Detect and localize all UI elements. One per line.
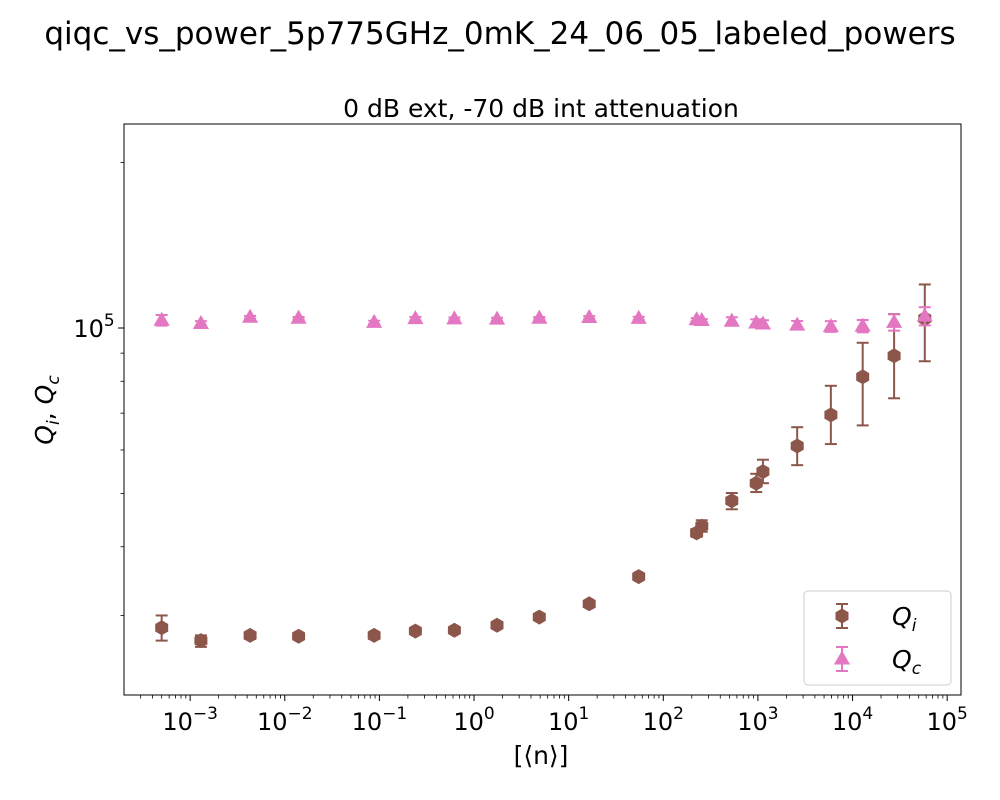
legend-label-subscript: c (912, 659, 922, 679)
x-tick-label-exp: 2 (673, 704, 684, 724)
data-point-i (756, 464, 770, 480)
data-point-i (532, 609, 546, 625)
x-tick-label-exp: −3 (193, 704, 218, 724)
data-point-i (887, 348, 901, 364)
legend-marker-i (835, 608, 849, 624)
figure-suptitle: qiqc_vs_power_5p775GHz_0mK_24_06_05_labe… (44, 16, 955, 52)
axes-frame (123, 123, 962, 696)
data-point-i (490, 617, 504, 633)
x-tick-label-exp: −2 (288, 704, 313, 724)
data-point-c (446, 310, 463, 325)
series-c (153, 306, 933, 334)
y-label-subscript: c (44, 375, 64, 385)
data-point-c (407, 310, 424, 325)
legend-label-symbol: Q (892, 645, 912, 674)
data-point-c (488, 310, 506, 325)
x-tick-label: 10−3 (162, 704, 218, 736)
x-tick-label: 101 (548, 704, 589, 736)
x-tick-label-base: 10 (548, 708, 579, 736)
legend-label-symbol: Q (892, 602, 912, 631)
x-tick-label-base: 10 (643, 708, 674, 736)
data-point-c (153, 311, 170, 326)
data-point-c (822, 318, 839, 333)
data-point-c (290, 309, 307, 324)
legend-label-subscript: i (912, 616, 917, 636)
data-point-c (854, 317, 871, 332)
x-tick-label: 103 (737, 704, 778, 736)
x-tick-label: 10−2 (257, 704, 313, 736)
series-i (155, 283, 932, 649)
data-point-i (824, 407, 838, 423)
y-label-symbol: Q (30, 425, 59, 445)
x-tick-label: 102 (643, 704, 684, 736)
data-point-c (581, 308, 598, 324)
data-point-i (749, 475, 763, 491)
plot-area (153, 283, 933, 649)
data-point-c (754, 315, 772, 330)
data-point-i (155, 620, 169, 636)
data-point-i (632, 569, 646, 585)
data-point-i (725, 493, 739, 509)
y-tick-label-base: 10 (73, 315, 104, 343)
data-point-c (886, 313, 903, 328)
legend-label-c: Qc (892, 645, 922, 679)
y-tick-label-exp: 5 (104, 311, 115, 331)
chart-title: 0 dB ext, -70 dB int attenuation (343, 94, 739, 123)
data-point-c (366, 313, 383, 328)
x-tick-label-base: 10 (162, 708, 193, 736)
x-tick-label: 10−1 (352, 704, 408, 736)
y-label-subscript: i (44, 420, 64, 425)
data-point-c (531, 309, 548, 324)
x-tick-label-exp: 1 (579, 704, 590, 724)
x-tick-label: 105 (926, 704, 967, 736)
x-axis: 10−3 10−2 10−1 100 101 102 103 104 105 (140, 695, 968, 736)
x-tick-label-base: 10 (737, 708, 768, 736)
x-tick-label-exp: 3 (768, 704, 779, 724)
data-point-i (194, 633, 208, 649)
x-tick-label-base: 10 (926, 708, 957, 736)
x-tick-label-base: 10 (832, 708, 863, 736)
data-point-i (695, 518, 709, 534)
data-point-i (367, 627, 381, 643)
legend-marker-c (833, 650, 851, 665)
data-point-c (693, 311, 710, 327)
data-point-c (192, 315, 209, 330)
data-point-i (408, 623, 422, 639)
x-tick-label: 100 (453, 704, 494, 736)
data-point-c (723, 312, 740, 327)
x-tick-label-exp: −1 (382, 704, 407, 724)
data-point-i (292, 628, 306, 644)
y-axis-label: Qi, Qc (30, 375, 64, 445)
x-tick-label-exp: 0 (484, 704, 495, 724)
x-tick-label-base: 10 (257, 708, 288, 736)
x-tick-label-exp: 4 (862, 704, 873, 724)
data-point-c (789, 316, 806, 331)
data-point-i (790, 438, 804, 454)
legend-box (803, 590, 952, 686)
y-label-symbol: Q (30, 385, 59, 405)
x-tick-label-base: 10 (352, 708, 383, 736)
data-point-i (243, 627, 257, 643)
data-point-c (916, 307, 933, 322)
data-point-i (582, 596, 596, 612)
legend-label-i: Qi (892, 602, 917, 636)
x-tick-label-base: 10 (453, 708, 484, 736)
y-tick-label: 105 (73, 311, 114, 343)
data-point-i (856, 369, 870, 385)
y-label-separator: , (30, 404, 59, 420)
data-point-c (242, 308, 259, 323)
x-axis-label: [⟨n⟩] (514, 741, 569, 770)
data-point-c (630, 309, 647, 324)
data-point-i (447, 622, 461, 638)
x-tick-label-exp: 5 (957, 704, 968, 724)
x-tick-label: 104 (832, 704, 873, 736)
y-axis: 105 (73, 162, 124, 616)
